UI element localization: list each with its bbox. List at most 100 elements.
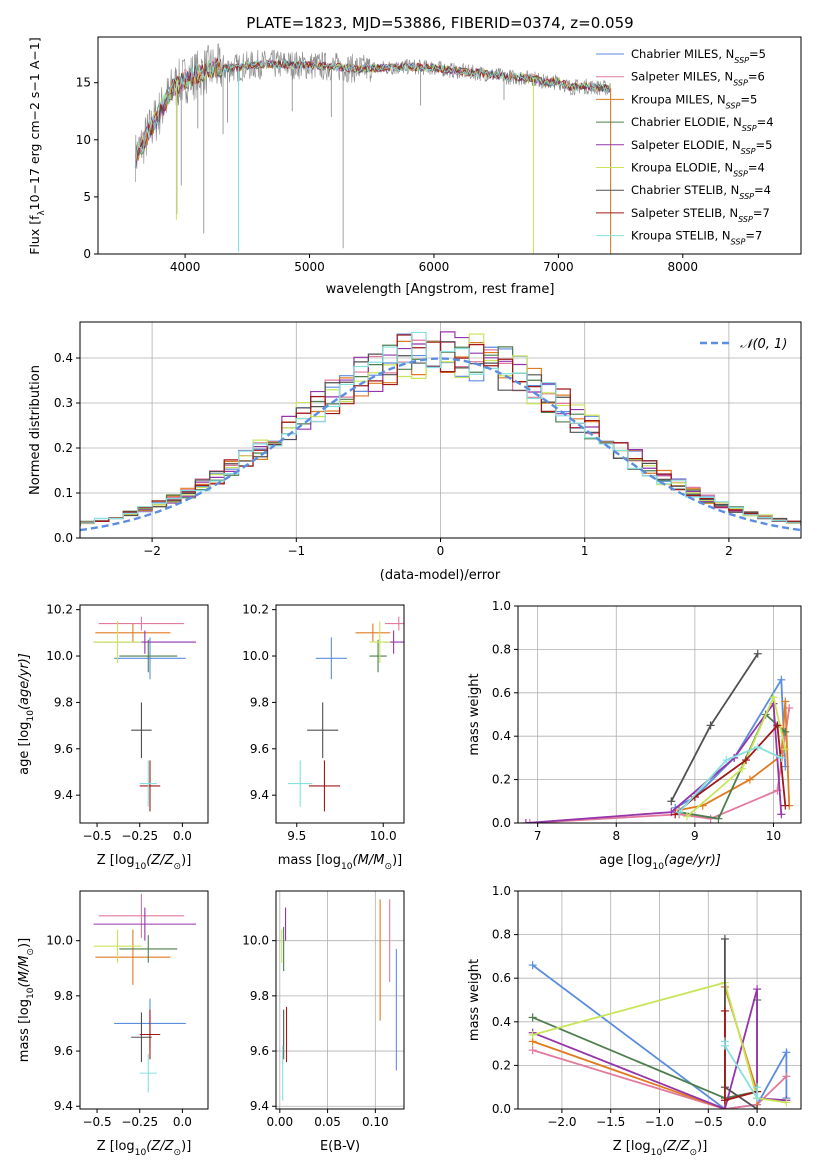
x-axis-label: (data-model)/error	[380, 568, 501, 583]
data-marker	[781, 697, 790, 706]
data-marker	[753, 743, 762, 752]
legend-entry: Salpeter ELODIE, NSSP=5	[631, 138, 772, 156]
data-marker	[528, 1046, 537, 1055]
fit-point-kroupa-stelib	[139, 1053, 157, 1093]
x-tick-label: 8000	[668, 260, 699, 274]
label-part: ]	[27, 37, 42, 42]
fit-point-chabrier-elodie	[119, 639, 178, 673]
y-tick-label: 0.6	[492, 686, 511, 700]
data-marker	[745, 775, 754, 784]
data-marker	[777, 810, 786, 819]
subscript: SSP	[739, 192, 754, 201]
y-tick-label: 9.4	[250, 788, 269, 802]
data-marker	[528, 1030, 537, 1039]
label-part: )]	[181, 1139, 191, 1154]
y-tick-label: 0.4	[492, 1015, 511, 1029]
x-tick-label: 1	[581, 544, 589, 558]
subscript: SSP	[742, 124, 757, 133]
label-part: (Z/Z	[662, 1139, 690, 1154]
y-tick-label: 0	[83, 247, 91, 261]
label-part: =4	[748, 161, 765, 175]
label-part: =7	[745, 229, 762, 243]
data-marker	[769, 693, 778, 702]
subscript: λ	[37, 210, 47, 215]
x-tick-label: −1.5	[596, 1115, 625, 1129]
y-axis-label: Normed distribution	[28, 365, 43, 495]
fit-point-salpeter-elodie	[93, 907, 197, 941]
y-axis-label: Flux [fλ10−17 erg cm−2 s−1 A−1]	[27, 37, 47, 255]
axes-frame	[275, 604, 405, 824]
data-marker	[667, 797, 676, 806]
label-part: age [log	[17, 722, 32, 775]
data-marker	[753, 1094, 762, 1103]
subscript: ⊙	[690, 1148, 698, 1158]
legend-entry: Chabrier STELIB, NSSP=4	[631, 183, 771, 201]
x-tick-label: 8	[612, 829, 620, 843]
subscript: SSP	[731, 237, 746, 246]
label-part: (age/yr)]	[664, 853, 721, 868]
y-tick-label: 9.6	[250, 742, 269, 756]
legend-entry: Chabrier MILES, NSSP=5	[631, 47, 766, 65]
x-tick-label: 4000	[170, 260, 201, 274]
label-part: A	[27, 60, 42, 73]
fit-point-chabrier-elodie	[119, 935, 178, 963]
label-part: s	[27, 92, 42, 103]
subscript: 10	[341, 862, 353, 872]
y-tick-label: 9.6	[54, 1044, 73, 1058]
label-part: =6	[748, 70, 765, 84]
label-part: (Z/Z	[146, 853, 174, 868]
label-part: (Z/Z	[146, 1139, 174, 1154]
y-tick-label: 0.0	[492, 1102, 511, 1116]
fit-point-chabrier-stelib	[131, 702, 152, 759]
y-tick-label: 0.0	[492, 816, 511, 830]
x-tick-label: 7	[534, 829, 542, 843]
subscript: SSP	[741, 146, 756, 155]
data-marker	[753, 985, 762, 994]
label-part: Chabrier MILES, N	[631, 47, 734, 61]
label-part: Kroupa STELIB, N	[631, 229, 731, 243]
label-part: )]	[181, 853, 191, 868]
x-tick-label: −1.0	[645, 1115, 674, 1129]
data-marker	[753, 1105, 762, 1109]
x-axis-label: E(B-V)	[320, 1139, 360, 1154]
legend-entry: 𝒩(0, 1)	[740, 337, 787, 352]
subscript: SSP	[726, 101, 741, 110]
subscript: 10	[651, 1148, 663, 1158]
series-kroupa-stelib	[678, 746, 782, 813]
x-tick-label: −0.5	[82, 829, 111, 843]
y-axis-label: mass weight	[467, 673, 482, 755]
y-tick-label: 10	[76, 133, 91, 147]
y-tick-label: 0.1	[54, 486, 73, 500]
data-marker	[773, 721, 782, 730]
legend-entry: Kroupa ELODIE, NSSP=4	[631, 161, 765, 179]
series-chabrier-miles	[674, 676, 787, 809]
y-tick-label: 5	[83, 190, 91, 204]
y-tick-label: 10.2	[46, 603, 73, 617]
y-tick-label: 9.8	[54, 695, 73, 709]
x-tick-label: −0.25	[121, 829, 158, 843]
data-marker	[720, 1105, 729, 1109]
fit-point-chabrier-miles	[114, 637, 186, 680]
label-part: Z [log	[97, 1139, 135, 1154]
data-marker	[781, 727, 790, 736]
series-salpeter-stelib	[674, 723, 787, 815]
series-kroupa-elodie	[686, 694, 787, 818]
figure-title: PLATE=1823, MJD=53886, FIBERID=0374, z=0…	[246, 14, 633, 32]
x-tick-label: 7000	[543, 260, 574, 274]
label-part: =5	[755, 138, 772, 152]
x-tick-label: −2	[143, 544, 161, 558]
fit-point-salpeter-stelib	[308, 760, 340, 812]
x-tick-label: 0.00	[266, 1115, 293, 1129]
x-tick-label: 0.10	[362, 1115, 389, 1129]
model-spectrum	[134, 59, 611, 168]
fit-point-chabrier-stelib	[131, 1012, 152, 1063]
x-tick-label: 0.05	[314, 1115, 341, 1129]
y-tick-label: 0.2	[492, 773, 511, 787]
x-tick-label: 2	[725, 544, 733, 558]
axes-frame	[517, 605, 802, 824]
data-marker	[675, 808, 684, 817]
y-tick-label: 9.6	[54, 742, 73, 756]
y-tick-label: 9.4	[250, 1099, 269, 1113]
y-tick-label: 0.8	[492, 928, 511, 942]
axes-frame	[97, 36, 802, 255]
